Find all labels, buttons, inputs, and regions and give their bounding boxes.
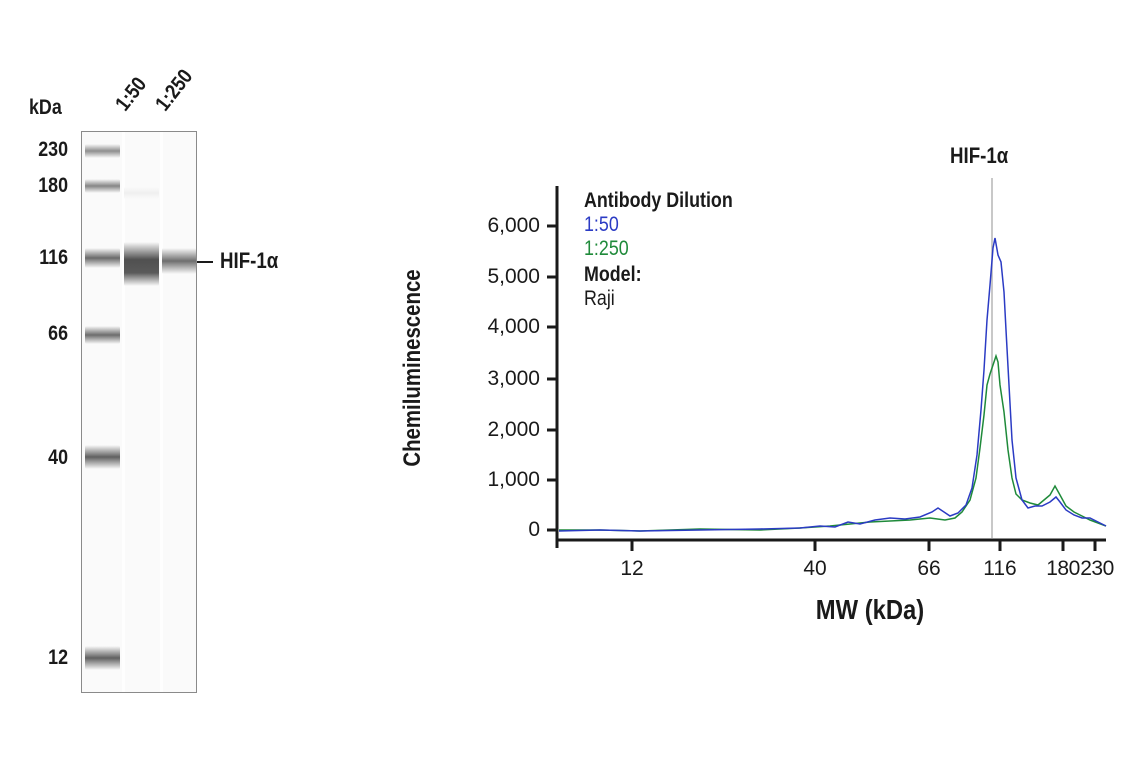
legend-item-1-50: 1:50 <box>584 213 619 236</box>
y-tick-0: 0 <box>528 518 540 541</box>
x-tick-230: 230 <box>1080 557 1114 580</box>
ladder-band-180 <box>85 179 120 193</box>
legend-model-title: Model: <box>584 263 642 286</box>
blot-image <box>81 131 197 693</box>
x-tick-180: 180 <box>1046 557 1080 580</box>
marker-label-40: 40 <box>48 446 68 469</box>
blot-target-label: HIF-1α <box>220 248 279 273</box>
x-tick-labels: 12 40 66 116 180 230 <box>0 557 1141 587</box>
legend-item-1-250: 1:250 <box>584 237 629 260</box>
ladder-band-40 <box>85 445 120 469</box>
ladder-band-116 <box>85 248 120 268</box>
marker-label-66: 66 <box>48 322 68 345</box>
y-tick-6000: 6,000 <box>487 214 540 237</box>
ladder-band-12 <box>85 646 120 670</box>
ladder-band-230 <box>85 144 120 158</box>
x-tick-66: 66 <box>917 557 941 580</box>
y-tick-3000: 3,000 <box>487 367 540 390</box>
lane-separator <box>122 132 125 692</box>
marker-label-116: 116 <box>39 246 68 269</box>
x-tick-116: 116 <box>983 557 1017 580</box>
legend-title: Antibody Dilution <box>584 189 733 212</box>
y-tick-4000: 4,000 <box>487 315 540 338</box>
sample-band-hif1a-1-250 <box>162 248 196 274</box>
target-pointer-line <box>197 261 213 263</box>
series-line-1-50 <box>558 237 1107 532</box>
marker-label-12: 12 <box>48 646 68 669</box>
y-tick-2000: 2,000 <box>487 418 540 441</box>
x-tick-40: 40 <box>803 557 827 580</box>
blot-unit-label: kDa <box>29 96 62 119</box>
legend-model-value: Raji <box>584 287 615 310</box>
lane-separator <box>160 132 163 692</box>
x-ticks <box>630 540 1097 551</box>
peak-label: HIF-1α <box>950 143 1009 168</box>
legend: Antibody Dilution 1:50 1:250 Model: Raji <box>584 189 733 311</box>
sample-band-hif1a-1-50 <box>124 242 159 286</box>
marker-label-230: 230 <box>38 138 68 161</box>
x-tick-12: 12 <box>620 557 644 580</box>
y-tick-1000: 1,000 <box>487 468 540 491</box>
y-ticks <box>547 224 557 532</box>
x-axis-label: MW (kDa) <box>815 594 925 625</box>
series-line-1-250 <box>559 353 1107 532</box>
y-tick-5000: 5,000 <box>487 265 540 288</box>
ladder-band-66 <box>85 326 120 344</box>
sample-band-faint-1-50 <box>124 187 159 199</box>
marker-label-180: 180 <box>38 174 68 197</box>
